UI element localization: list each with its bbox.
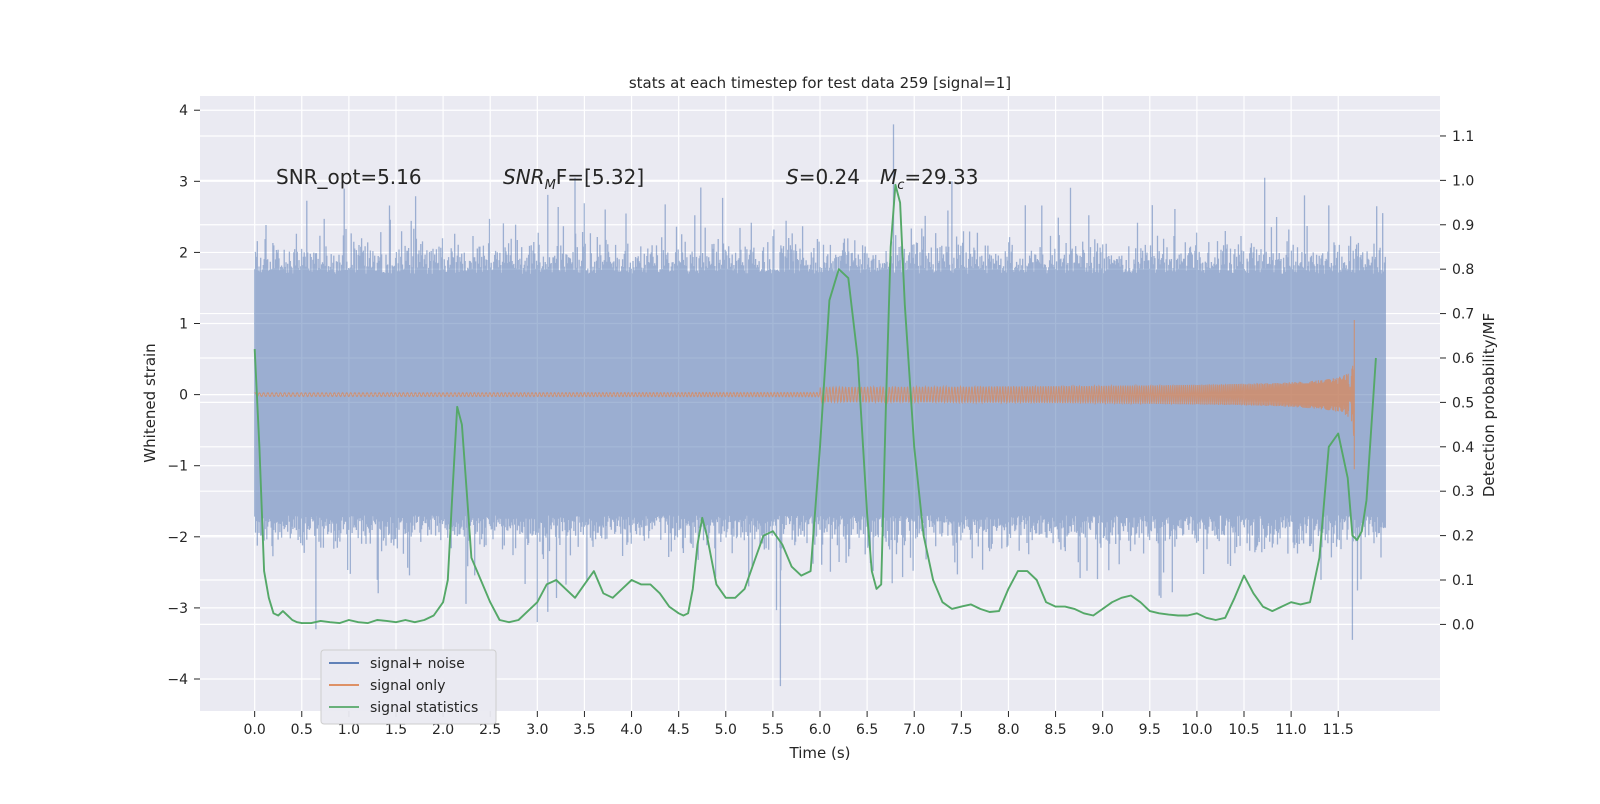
x-tick-label: 2.5 [479,722,501,738]
x-tick-label: 5.0 [715,722,737,738]
y-axis-label-right: Detection probability/MF [1480,313,1498,497]
x-tick-label: 0.0 [244,722,266,738]
y-axis-label-left: Whitened strain [141,343,159,462]
y-ticks-left: 4 3 2 1 0 −1 −2 −3 −4 [167,103,200,688]
x-tick-label: 9.5 [1139,722,1161,738]
y-right-tick-label: 0.8 [1452,262,1474,278]
series-signal-statistics [253,183,1377,625]
annotation-snr-mf-symbol: SNR [503,165,545,189]
x-tick-label: 9.0 [1092,722,1114,738]
y-left-tick-label: 1 [179,317,188,333]
x-tick-label: 1.5 [385,722,407,738]
y-right-tick-label: 0.6 [1452,351,1474,367]
y-left-tick-label: −3 [167,601,188,617]
y-left-tick-label: 4 [179,103,188,119]
y-right-tick-label: 0.3 [1452,484,1474,500]
x-tick-label: 5.5 [762,722,784,738]
y-right-tick-label: 0.7 [1452,307,1474,323]
y-right-tick-label: 0.5 [1452,395,1474,411]
annotation-s: S=0.24 [786,165,860,189]
x-tick-label: 4.5 [668,722,690,738]
x-tick-label: 2.0 [432,722,454,738]
annotation-mc-value: =29.33 [904,165,978,189]
y-right-tick-label: 1.0 [1452,173,1474,189]
series-signal-only [254,320,1355,470]
x-tick-label: 1.0 [338,722,360,738]
y-left-tick-label: −2 [167,530,188,546]
x-tick-label: 10.5 [1228,722,1259,738]
x-tick-label: 10.0 [1181,722,1212,738]
x-tick-label: 8.0 [997,722,1019,738]
x-tick-label: 7.0 [903,722,925,738]
annotation-snr-mf-value: F=[5.32] [556,165,644,189]
y-right-tick-label: 0.0 [1452,617,1474,633]
y-left-tick-label: 2 [179,245,188,261]
y-right-tick-label: 1.1 [1452,129,1474,145]
chart-title: stats at each timestep for test data 259… [629,74,1011,92]
legend-label-signal-only: signal only [370,678,445,694]
legend-label-signal-noise: signal+ noise [370,656,465,672]
y-right-tick-label: 0.2 [1452,529,1474,545]
x-tick-label: 3.5 [573,722,595,738]
y-right-tick-label: 0.9 [1452,218,1474,234]
series-signal-only-trace [254,320,1355,470]
x-axis-label: Time (s) [789,744,851,762]
x-tick-label: 8.5 [1044,722,1066,738]
series-signal-statistics-line [253,183,1377,625]
x-tick-label: 6.0 [809,722,831,738]
x-tick-label: 7.5 [950,722,972,738]
annotation-s-symbol: S [786,165,799,189]
y-left-tick-label: 0 [179,388,188,404]
annotation-snr-mf-subscript: M [545,178,556,193]
annotation-mc: Mc=29.33 [880,165,978,193]
y-left-tick-label: 3 [179,174,188,190]
y-left-tick-label: −1 [167,459,188,475]
y-left-tick-label: −4 [167,672,188,688]
annotation-snr-mf: SNRMF=[5.32] [503,165,644,193]
y-ticks-right: 1.1 1.0 0.9 0.8 0.7 0.6 0.5 0.4 0.3 0.2 0.1 0.0 [1440,129,1474,633]
annotation-mc-subscript: c [897,178,904,193]
x-tick-label: 4.0 [620,722,642,738]
annotation-snr-opt: SNR_opt=5.16 [276,165,422,189]
legend: signal+ noise signal only signal statist… [320,649,497,725]
legend-box [320,649,497,725]
x-tick-label: 3.0 [526,722,548,738]
legend-label-signal-statistics: signal statistics [370,700,478,716]
x-tick-label: 11.0 [1276,722,1307,738]
annotation-mc-symbol: M [880,165,897,189]
y-right-tick-label: 0.1 [1452,573,1474,589]
x-tick-label: 0.5 [291,722,313,738]
y-right-tick-label: 0.4 [1452,440,1474,456]
annotation-s-value: =0.24 [799,165,860,189]
x-tick-label: 11.5 [1323,722,1354,738]
x-ticks: 0.0 0.5 1.0 1.5 2.0 2.5 3.0 3.5 4.0 4.5 5.0 5.5 6.0 6… [244,711,1354,738]
x-tick-label: 6.5 [856,722,878,738]
